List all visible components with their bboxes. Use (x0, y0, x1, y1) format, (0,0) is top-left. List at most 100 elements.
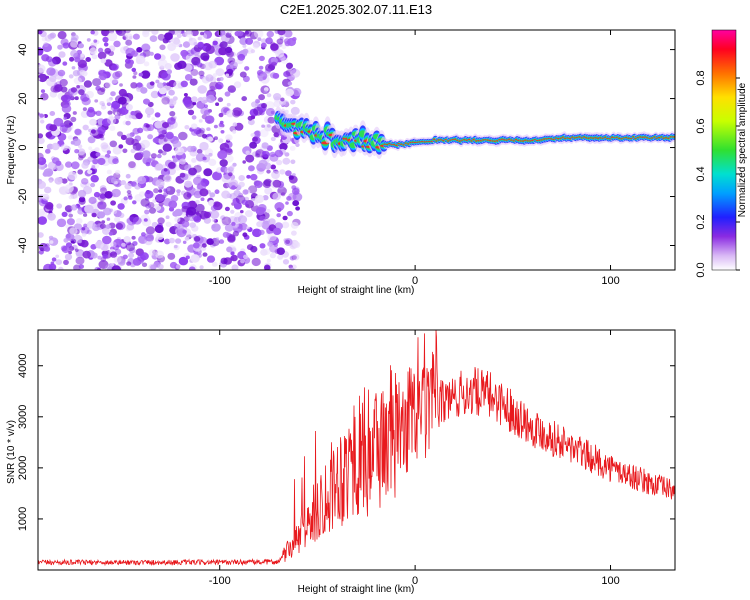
noise-blob (279, 99, 286, 106)
noise-blob (192, 101, 197, 106)
snr-panel: -100 0 100 1000 2000 3000 4000 Height of strai… (6, 329, 676, 595)
noise-blob (158, 149, 163, 154)
noise-blob (70, 49, 78, 58)
noise-blob (81, 178, 89, 185)
noise-blob (149, 35, 158, 42)
noise-blob (190, 254, 200, 263)
noise-blob (244, 30, 252, 37)
noise-blob (250, 133, 255, 137)
noise-blob (157, 59, 168, 68)
noise-blob (209, 192, 216, 198)
noise-blob (232, 194, 238, 198)
noise-blob (188, 266, 196, 270)
noise-blob (70, 204, 78, 211)
noise-blob (290, 99, 296, 105)
noise-blob (149, 207, 156, 214)
noise-blob (153, 188, 159, 194)
noise-blob (125, 243, 135, 252)
noise-blob (133, 71, 138, 76)
noise-blob (174, 216, 181, 223)
noise-blob (43, 42, 49, 48)
spectrogram-x-tick-label: 0 (412, 275, 418, 287)
noise-blob (41, 193, 50, 201)
noise-blob (38, 198, 48, 207)
noise-blob (207, 136, 214, 142)
noise-blob (157, 33, 166, 41)
noise-blob (219, 159, 228, 167)
noise-blob (222, 221, 227, 226)
noise-blob (154, 53, 162, 60)
noise-blob (239, 223, 248, 231)
noise-blob (167, 98, 174, 105)
noise-blob (106, 217, 111, 221)
noise-blob (284, 152, 290, 157)
noise-blob (226, 182, 233, 188)
noise-blob (184, 74, 193, 81)
noise-blob (78, 155, 84, 161)
noise-blob (266, 258, 271, 263)
noise-blob (71, 34, 79, 42)
noise-blob (175, 264, 181, 269)
noise-blob (161, 97, 170, 105)
colorbar: 0.0 0.2 0.4 0.6 0.8 Normalized spectral ampl… (695, 29, 748, 278)
noise-blob (263, 178, 273, 187)
noise-blob (249, 141, 257, 149)
noise-blob (255, 181, 263, 188)
noise-blob (253, 130, 261, 138)
noise-blob (111, 79, 119, 85)
noise-blob (209, 81, 219, 90)
noise-blob (113, 210, 122, 218)
noise-blob (262, 150, 270, 158)
noise-blob (77, 189, 87, 198)
noise-blob (93, 39, 98, 43)
noise-blob (40, 119, 45, 124)
noise-blob (155, 79, 160, 84)
noise-blob (97, 157, 106, 166)
noise-blob (110, 263, 115, 267)
noise-blob (195, 203, 205, 213)
noise-blob (112, 146, 122, 155)
noise-blob (76, 218, 83, 224)
noise-blob (124, 183, 132, 190)
noise-blob (91, 54, 98, 60)
noise-blob (150, 153, 157, 159)
noise-blob (178, 158, 186, 165)
noise-blob (147, 134, 154, 140)
noise-blob (64, 205, 73, 213)
noise-blob (83, 213, 88, 217)
noise-blob (265, 63, 274, 72)
noise-blob (38, 208, 46, 216)
noise-blob (140, 87, 148, 94)
noise-blob (115, 30, 121, 33)
noise-blob (68, 246, 75, 251)
noise-blob (99, 101, 105, 106)
noise-blob (212, 237, 217, 242)
noise-blob (230, 185, 236, 190)
noise-blob (218, 138, 224, 143)
noise-blob (168, 89, 175, 96)
noise-blob (275, 49, 285, 58)
noise-blob (135, 55, 146, 65)
noise-blob (99, 193, 106, 199)
noise-blob (208, 158, 217, 166)
noise-blob (109, 107, 114, 111)
noise-blob (61, 128, 67, 133)
noise-blob (263, 248, 271, 255)
noise-blob (185, 30, 193, 38)
noise-blob (99, 134, 104, 139)
noise-blob (90, 174, 99, 183)
noise-blob (57, 69, 66, 77)
noise-blob (230, 251, 235, 256)
noise-blob (126, 223, 135, 231)
noise-blob (125, 137, 135, 146)
noise-blob (238, 175, 245, 181)
noise-blob (198, 236, 208, 246)
noise-blob (132, 75, 137, 79)
noise-blob (250, 173, 258, 181)
noise-blob (143, 98, 150, 105)
noise-blob (244, 66, 250, 71)
noise-blob (182, 240, 187, 244)
noise-blob (151, 117, 155, 121)
noise-blob (70, 40, 79, 48)
noise-blob (74, 149, 80, 154)
